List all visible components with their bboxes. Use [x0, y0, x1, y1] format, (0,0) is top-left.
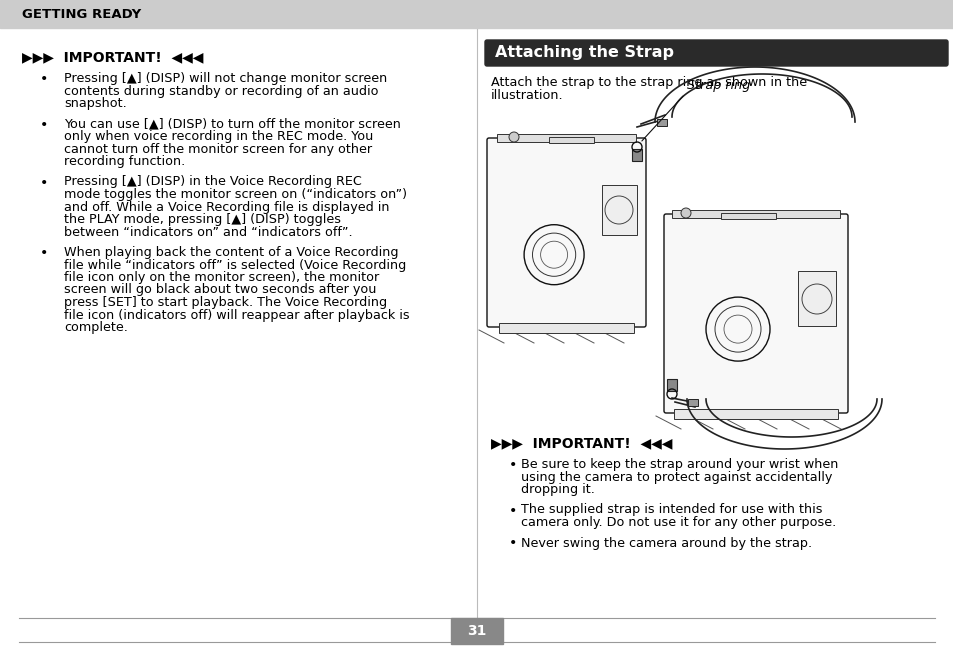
Bar [687, 399, 698, 406]
Text: complete.: complete. [64, 321, 128, 334]
Text: Never swing the camera around by the strap.: Never swing the camera around by the str… [520, 536, 811, 550]
Bar [0, 0, 953, 28]
Text: and off. While a Voice Recording file is displayed in: and off. While a Voice Recording file is… [64, 200, 389, 213]
Text: 31: 31 [467, 624, 486, 638]
Text: Attaching the Strap: Attaching the Strap [495, 45, 673, 61]
Text: between “indicators on” and “indicators off”.: between “indicators on” and “indicators … [64, 225, 353, 238]
Text: contents during standby or recording of an audio: contents during standby or recording of … [64, 85, 378, 98]
Text: The supplied strap is intended for use with this: The supplied strap is intended for use w… [520, 503, 821, 517]
Text: mode toggles the monitor screen on (“indicators on”): mode toggles the monitor screen on (“ind… [64, 188, 407, 201]
Text: dropping it.: dropping it. [520, 483, 595, 496]
Text: When playing back the content of a Voice Recording: When playing back the content of a Voice… [64, 246, 398, 259]
Text: •: • [509, 503, 517, 517]
Bar [671, 210, 840, 218]
Text: GETTING READY: GETTING READY [22, 8, 141, 21]
Bar [673, 409, 837, 419]
Text: recording function.: recording function. [64, 155, 185, 168]
Text: file icon (indicators off) will reappear after playback is: file icon (indicators off) will reappear… [64, 309, 409, 322]
Bar [548, 137, 594, 143]
Bar [720, 213, 775, 219]
Text: Attach the strap to the strap ring as shown in the: Attach the strap to the strap ring as sh… [491, 76, 806, 89]
Circle shape [509, 132, 518, 142]
Text: cannot turn off the monitor screen for any other: cannot turn off the monitor screen for a… [64, 143, 372, 156]
Text: illustration.: illustration. [491, 89, 563, 102]
Text: Strap ring: Strap ring [686, 79, 750, 92]
Text: only when voice recording in the REC mode. You: only when voice recording in the REC mod… [64, 130, 373, 143]
Text: ▶▶▶  IMPORTANT!  ◀◀◀: ▶▶▶ IMPORTANT! ◀◀◀ [491, 436, 672, 450]
Text: •: • [40, 176, 49, 189]
Text: •: • [40, 72, 49, 86]
Text: •: • [40, 118, 49, 132]
Text: snapshot.: snapshot. [64, 97, 127, 110]
Text: •: • [509, 458, 517, 472]
FancyBboxPatch shape [484, 40, 947, 66]
FancyBboxPatch shape [486, 138, 645, 327]
Bar [657, 119, 666, 126]
Text: file while “indicators off” is selected (Voice Recording: file while “indicators off” is selected … [64, 258, 406, 271]
Text: file icon only on the monitor screen), the monitor: file icon only on the monitor screen), t… [64, 271, 379, 284]
Text: Pressing [▲] (DISP) will not change monitor screen: Pressing [▲] (DISP) will not change moni… [64, 72, 387, 85]
Text: Pressing [▲] (DISP) in the Voice Recording REC: Pressing [▲] (DISP) in the Voice Recordi… [64, 176, 361, 189]
Text: using the camera to protect against accidentally: using the camera to protect against acci… [520, 470, 832, 483]
Text: •: • [509, 536, 517, 550]
Circle shape [680, 208, 690, 218]
Bar [797, 271, 835, 326]
Bar [601, 185, 637, 235]
Text: press [SET] to start playback. The Voice Recording: press [SET] to start playback. The Voice… [64, 296, 387, 309]
Bar [666, 379, 677, 391]
Text: You can use [▲] (DISP) to turn off the monitor screen: You can use [▲] (DISP) to turn off the m… [64, 118, 400, 130]
Text: ▶▶▶  IMPORTANT!  ◀◀◀: ▶▶▶ IMPORTANT! ◀◀◀ [22, 50, 203, 64]
FancyBboxPatch shape [663, 214, 847, 413]
Text: •: • [40, 246, 49, 260]
Text: Be sure to keep the strap around your wrist when: Be sure to keep the strap around your wr… [520, 458, 838, 471]
Text: camera only. Do not use it for any other purpose.: camera only. Do not use it for any other… [520, 516, 836, 529]
Bar [498, 323, 634, 333]
Bar [497, 134, 636, 142]
Bar [451, 618, 502, 644]
Bar [631, 149, 641, 161]
Text: the PLAY mode, pressing [▲] (DISP) toggles: the PLAY mode, pressing [▲] (DISP) toggl… [64, 213, 340, 226]
Text: screen will go black about two seconds after you: screen will go black about two seconds a… [64, 284, 376, 297]
